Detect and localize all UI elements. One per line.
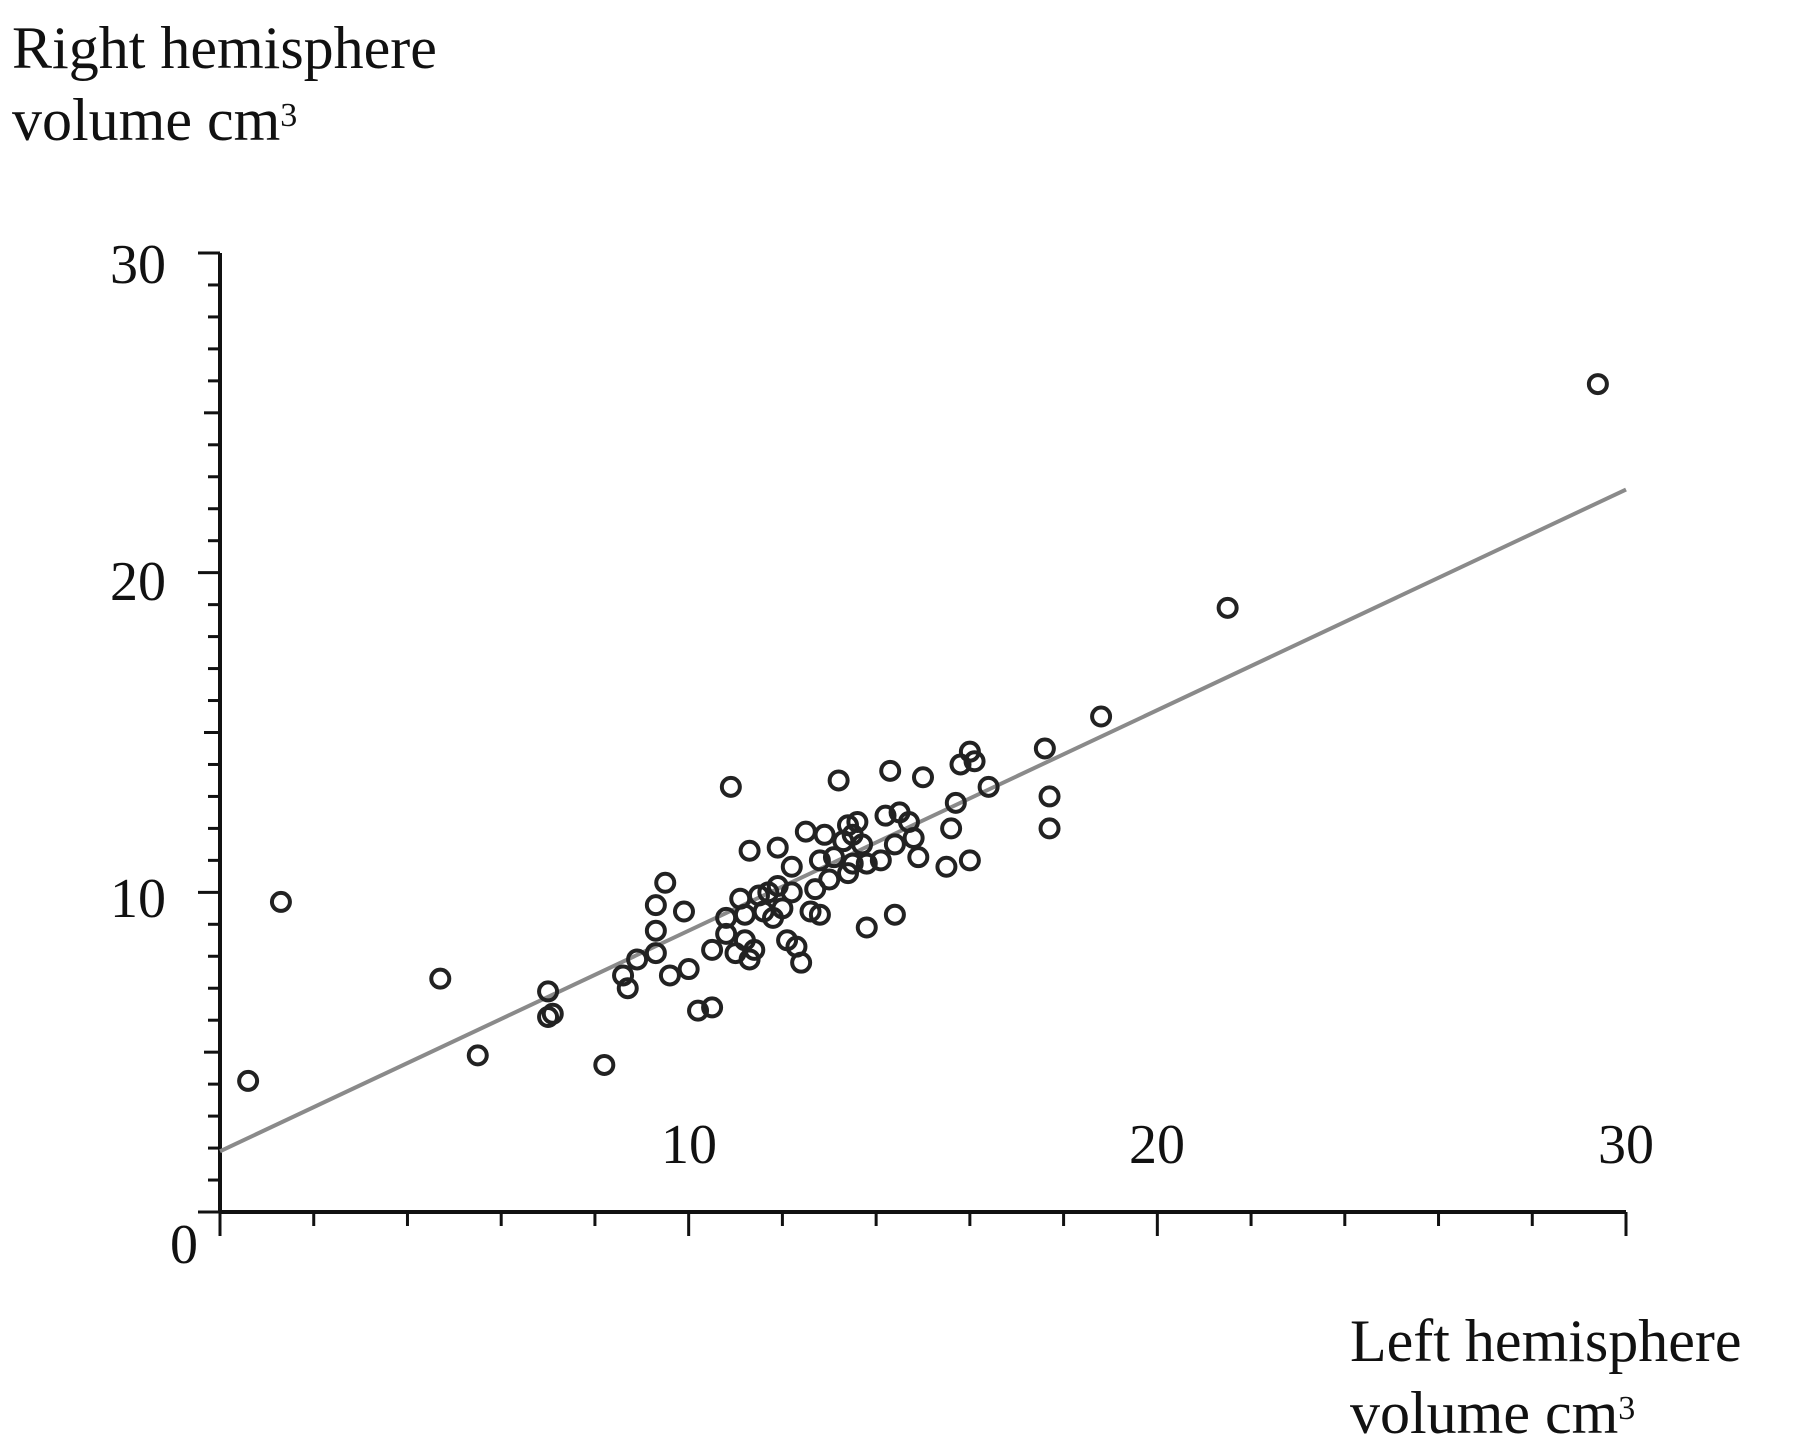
data-point bbox=[780, 855, 803, 878]
data-point bbox=[237, 1069, 260, 1092]
y-axis-label-unit: volume cm bbox=[12, 87, 281, 153]
data-point bbox=[818, 868, 841, 891]
data-point bbox=[429, 967, 452, 990]
y-tick-label-20: 20 bbox=[110, 551, 166, 613]
data-point bbox=[963, 750, 986, 773]
data-point bbox=[846, 811, 869, 834]
data-point bbox=[687, 999, 710, 1022]
data-point bbox=[1038, 785, 1061, 808]
data-point bbox=[658, 964, 681, 987]
data-point bbox=[874, 804, 897, 827]
data-point bbox=[593, 1053, 616, 1076]
data-point bbox=[672, 900, 695, 923]
y-axis-label-line-1: Right hemisphere bbox=[12, 15, 437, 81]
data-point bbox=[855, 852, 878, 875]
data-point bbox=[851, 833, 874, 856]
data-point bbox=[799, 900, 822, 923]
x-tick-label-20: 20 bbox=[1129, 1114, 1185, 1176]
data-point bbox=[883, 903, 906, 926]
data-point bbox=[841, 852, 864, 875]
data-point bbox=[940, 817, 963, 840]
data-point bbox=[719, 775, 742, 798]
data-point bbox=[654, 871, 677, 894]
data-point bbox=[626, 948, 649, 971]
data-point bbox=[1090, 705, 1113, 728]
data-point bbox=[944, 791, 967, 814]
data-point bbox=[743, 938, 766, 961]
x-axis-label-line-2: volume cm3 bbox=[1350, 1377, 1742, 1449]
data-point bbox=[1033, 737, 1056, 760]
data-point bbox=[977, 775, 1000, 798]
x-axis-label-unit: volume cm bbox=[1350, 1380, 1619, 1446]
y-axis-label-superscript: 3 bbox=[280, 97, 298, 134]
data-point bbox=[766, 836, 789, 859]
x-axis-label-line-1: Left hemisphere bbox=[1350, 1308, 1742, 1374]
y-tick-label-10: 10 bbox=[110, 868, 166, 930]
origin-tick-label: 0 bbox=[170, 1214, 198, 1276]
data-point bbox=[644, 894, 667, 917]
data-point bbox=[541, 1002, 564, 1025]
trendline bbox=[219, 487, 1627, 1154]
data-point bbox=[771, 897, 794, 920]
data-point bbox=[935, 855, 958, 878]
data-point bbox=[616, 977, 639, 1000]
data-point bbox=[902, 826, 925, 849]
x-axis-label: Left hemisphere volume cm3 bbox=[1350, 1305, 1742, 1449]
data-point bbox=[813, 823, 836, 846]
x-axis-label-superscript: 3 bbox=[1618, 1390, 1636, 1427]
data-point bbox=[644, 942, 667, 965]
data-point bbox=[715, 922, 738, 945]
chart-ticks bbox=[198, 251, 1628, 1236]
data-point bbox=[827, 769, 850, 792]
data-point bbox=[537, 980, 560, 1003]
data-point bbox=[644, 919, 667, 942]
data-point bbox=[879, 759, 902, 782]
y-axis-label-line-2: volume cm3 bbox=[12, 84, 437, 156]
data-point bbox=[808, 903, 831, 926]
data-point bbox=[822, 846, 845, 869]
data-point bbox=[701, 938, 724, 961]
data-point bbox=[958, 849, 981, 872]
data-point bbox=[808, 849, 831, 872]
data-point bbox=[701, 996, 724, 1019]
data-point bbox=[855, 916, 878, 939]
data-point bbox=[612, 964, 635, 987]
data-point bbox=[790, 951, 813, 974]
data-point bbox=[907, 846, 930, 869]
data-point bbox=[1038, 817, 1061, 840]
data-point bbox=[883, 833, 906, 856]
data-point bbox=[1586, 373, 1609, 396]
data-point bbox=[780, 881, 803, 904]
data-point bbox=[677, 958, 700, 981]
chart-trendline-group bbox=[219, 487, 1627, 1154]
data-point bbox=[269, 890, 292, 913]
y-axis-label: Right hemisphere volume cm3 bbox=[12, 12, 437, 156]
data-point bbox=[912, 766, 934, 789]
chart-points-group bbox=[237, 373, 1609, 1092]
data-point bbox=[1216, 596, 1239, 619]
x-tick-label-10: 10 bbox=[661, 1114, 717, 1176]
y-tick-label-30: 30 bbox=[110, 234, 166, 296]
data-point bbox=[466, 1044, 489, 1067]
x-tick-label-30: 30 bbox=[1598, 1114, 1654, 1176]
data-point bbox=[869, 849, 892, 872]
data-point bbox=[794, 820, 817, 843]
chart-axes bbox=[218, 253, 1626, 1214]
data-point bbox=[738, 839, 761, 862]
